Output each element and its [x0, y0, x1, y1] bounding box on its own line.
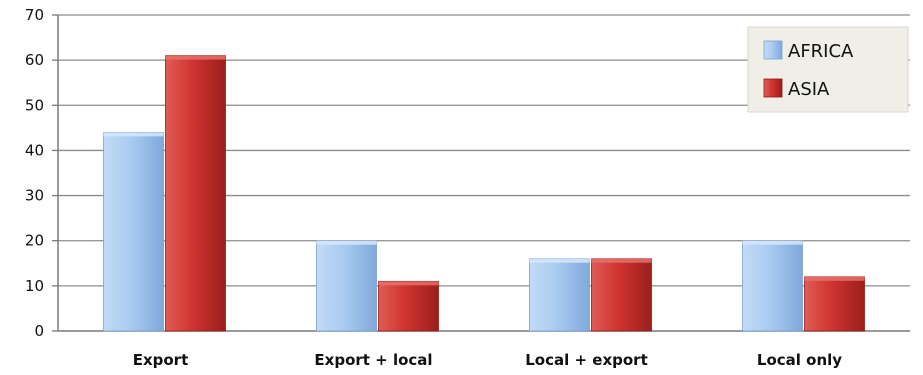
x-tick-label: Local + export: [525, 351, 648, 369]
x-tick-label: Local only: [757, 351, 842, 369]
bar-asia-2: [591, 258, 652, 332]
legend-label-africa: AFRICA: [788, 41, 854, 62]
y-tick-label: 30: [25, 187, 44, 205]
bar-cap: [742, 240, 803, 245]
legend-label-asia: ASIA: [788, 79, 830, 100]
bar-cap: [316, 240, 377, 245]
bars: [103, 55, 865, 332]
x-tick-label: Export + local: [314, 351, 432, 369]
y-tick-label: 70: [25, 6, 44, 24]
bar-cap: [591, 258, 652, 263]
legend-swatch-asia: [763, 78, 783, 98]
y-tick-label: 0: [34, 322, 44, 340]
bar-asia-1: [378, 280, 439, 332]
y-tick-label: 20: [25, 232, 44, 250]
y-tick-labels: 0 10 20 30 40 50 60 70: [25, 6, 44, 340]
bar-asia-0: [165, 55, 226, 332]
bar-asia-3: [804, 276, 865, 332]
legend: AFRICA ASIA: [747, 26, 909, 113]
bar-africa-3: [742, 240, 803, 332]
bar-africa-0: [103, 131, 164, 332]
y-tick-label: 10: [25, 277, 44, 295]
x-tick-label: Export: [133, 351, 189, 369]
bar-africa-1: [316, 240, 377, 332]
bar-cap: [165, 55, 226, 60]
bar-cap: [529, 258, 590, 263]
bar-cap: [804, 276, 865, 281]
bar-cap: [378, 281, 439, 286]
category-labels: Export Export + local Local + export Local …: [133, 351, 843, 369]
y-tick-label: 60: [25, 51, 44, 69]
y-tick-label: 40: [25, 141, 44, 159]
y-tick-label: 50: [25, 96, 44, 114]
bar-cap: [103, 132, 164, 137]
legend-swatch-africa: [763, 40, 783, 60]
bar-africa-2: [529, 258, 590, 332]
